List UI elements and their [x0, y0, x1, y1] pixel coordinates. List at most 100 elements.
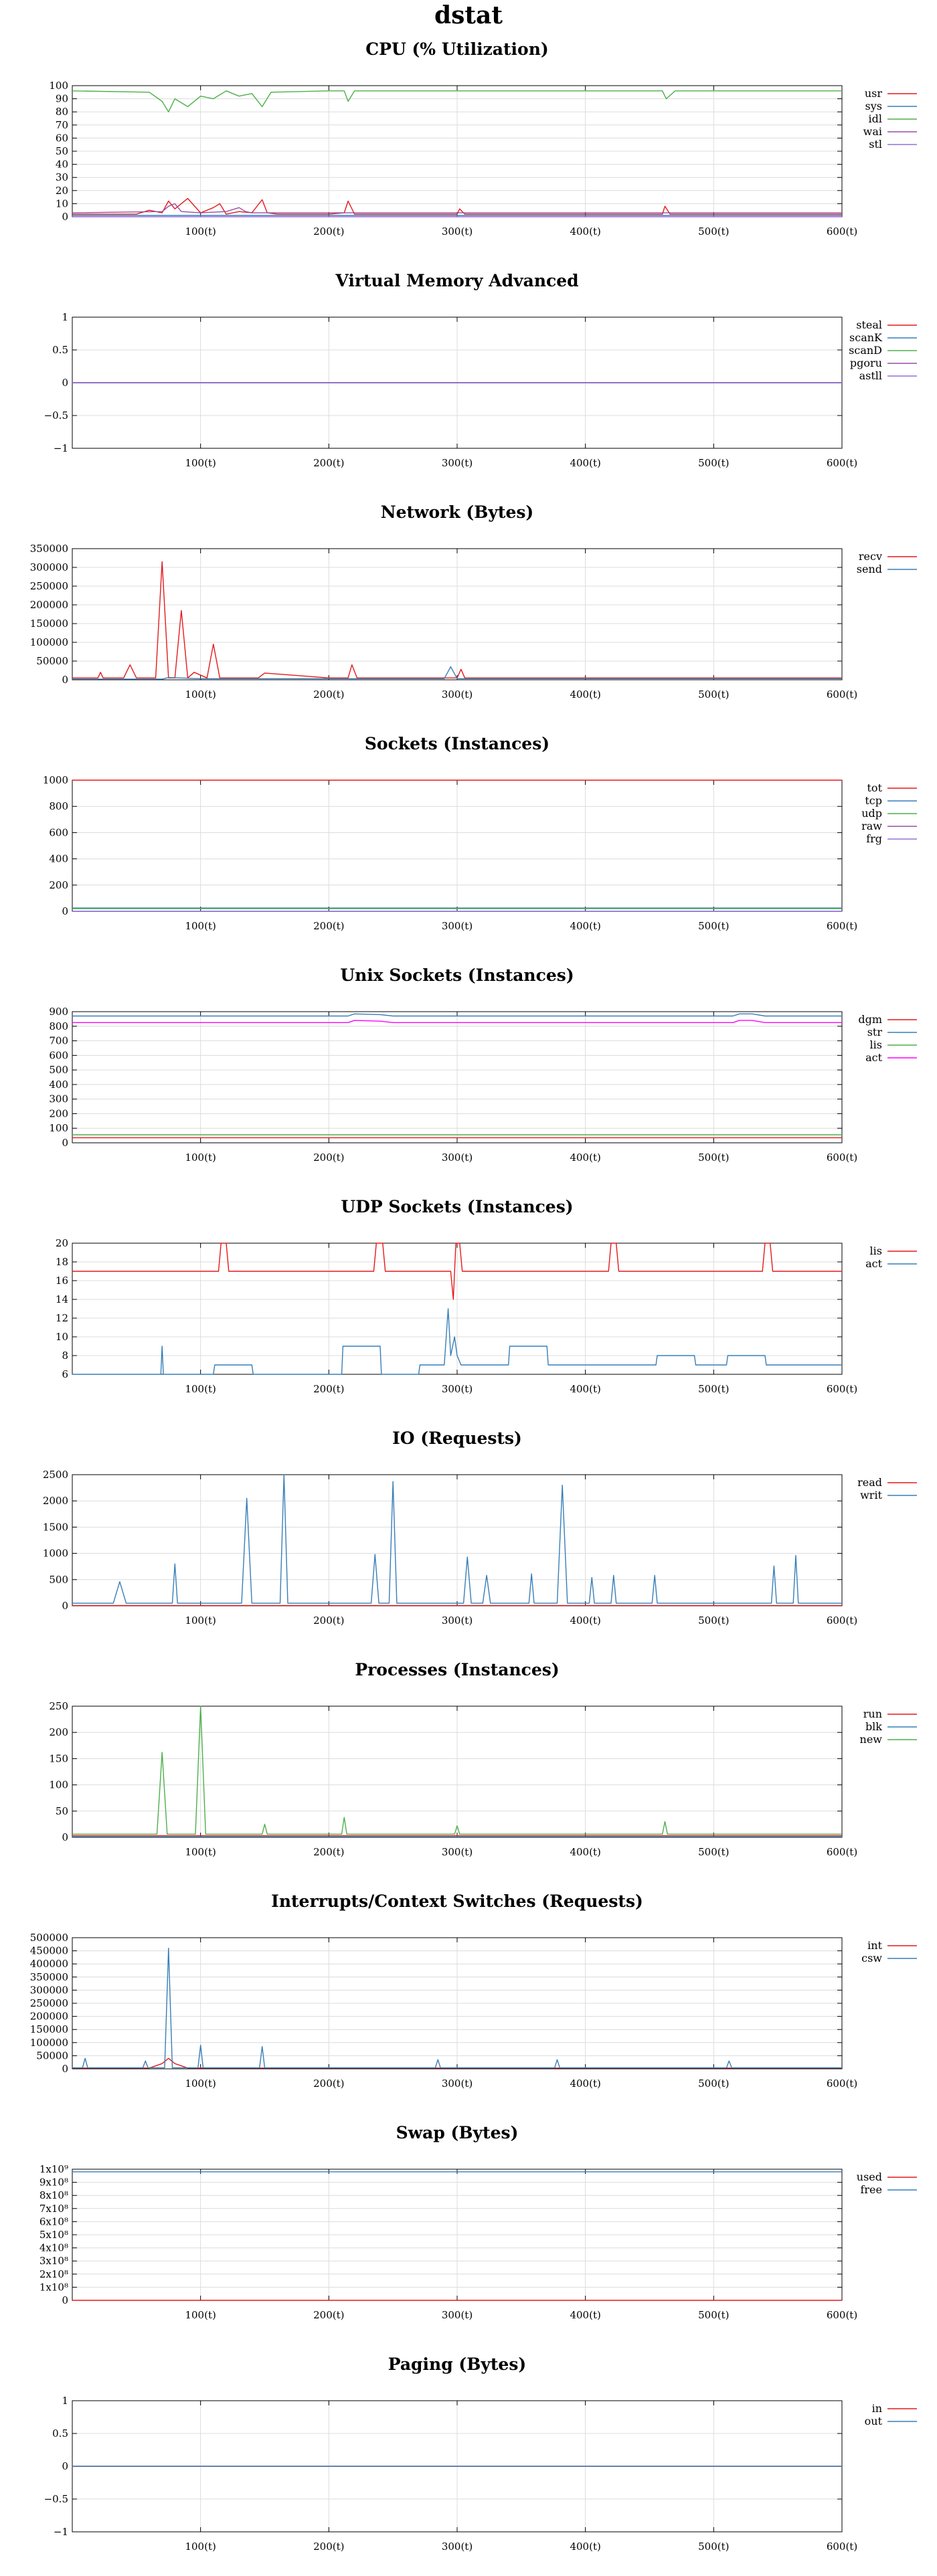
- series-line-act: [72, 1308, 842, 1375]
- legend-label-act: act: [865, 1257, 883, 1270]
- y-tick-label: −1: [54, 2526, 68, 2538]
- x-tick-label: 300(t): [442, 225, 473, 238]
- y-tick-label: 12: [56, 1312, 68, 1324]
- x-tick-label: 300(t): [442, 2078, 473, 2090]
- x-tick-label: 500(t): [698, 2309, 729, 2321]
- x-tick-label: 200(t): [313, 2078, 344, 2090]
- legend-label-run: run: [863, 1708, 882, 1720]
- y-tick-label: 600: [49, 826, 68, 838]
- y-tick-label: 70: [56, 119, 68, 131]
- legend-label-blk: blk: [865, 1720, 882, 1733]
- x-tick-label: 600(t): [827, 457, 857, 469]
- y-tick-label: 1000: [43, 774, 68, 786]
- y-tick-label: 5x10⁸: [39, 2229, 68, 2241]
- x-tick-label: 500(t): [698, 920, 729, 932]
- chart-1: CPU (% Utilization)010203040506070809010…: [49, 39, 917, 238]
- x-tick-label: 600(t): [827, 225, 857, 238]
- x-tick-label: 400(t): [570, 2309, 600, 2321]
- x-tick-label: 100(t): [185, 2309, 216, 2321]
- y-tick-label: 30: [56, 171, 68, 183]
- legend-label-csw: csw: [861, 1952, 882, 1964]
- x-tick-label: 200(t): [313, 225, 344, 238]
- y-tick-label: 50000: [36, 2049, 68, 2061]
- x-tick-label: 100(t): [185, 1383, 216, 1395]
- chart-title: Unix Sockets (Instances): [340, 965, 574, 985]
- y-tick-label: 50000: [36, 655, 68, 667]
- y-tick-label: 1000: [43, 1548, 68, 1560]
- y-tick-label: 500: [49, 1064, 68, 1076]
- x-tick-label: 300(t): [442, 688, 473, 701]
- series-line-idl: [72, 90, 842, 112]
- y-tick-label: 6: [62, 1368, 68, 1380]
- y-tick-label: 100000: [30, 2037, 68, 2049]
- series-line-recv: [72, 561, 842, 678]
- legend-label-usr: usr: [865, 87, 883, 100]
- y-tick-label: 0: [62, 211, 68, 223]
- y-tick-label: 4x10⁸: [39, 2242, 68, 2254]
- x-tick-label: 500(t): [698, 2541, 729, 2553]
- chart-9: Interrupts/Context Switches (Requests) 0 5…: [30, 1892, 917, 2090]
- y-tick-label: 40: [56, 159, 68, 171]
- y-tick-label: 300000: [30, 561, 68, 573]
- y-tick-label: 0: [62, 1600, 68, 1612]
- y-tick-label: 200000: [30, 2011, 68, 2023]
- y-tick-label: 18: [56, 1256, 68, 1268]
- y-tick-label: 6x10⁸: [39, 2215, 68, 2227]
- x-tick-label: 100(t): [185, 2078, 216, 2090]
- legend-label-idl: idl: [869, 112, 882, 125]
- x-tick-label: 400(t): [570, 457, 600, 469]
- legend-label-sys: sys: [865, 100, 882, 112]
- x-tick-label: 300(t): [442, 920, 473, 932]
- x-tick-label: 600(t): [827, 2541, 857, 2553]
- y-tick-label: 1x10⁹: [39, 2163, 68, 2175]
- y-tick-label: 100: [49, 1779, 68, 1791]
- y-tick-label: 400: [49, 1079, 68, 1091]
- x-tick-label: 400(t): [570, 2078, 600, 2090]
- legend-label-astll: astll: [859, 369, 882, 382]
- legend-label-tot: tot: [867, 781, 883, 794]
- legend-label-dgm: dgm: [858, 1013, 882, 1026]
- y-tick-label: 2500: [43, 1469, 68, 1481]
- x-tick-label: 400(t): [570, 1152, 600, 1164]
- chart-7: IO (Requests) 0 500 1000 1500 2000 2500 100(t) 2…: [43, 1429, 917, 1627]
- x-tick-label: 600(t): [827, 2078, 857, 2090]
- y-tick-label: 0: [62, 2460, 68, 2472]
- series-line-new: [72, 1706, 842, 1835]
- y-tick-label: 10: [56, 197, 68, 209]
- legend-label-out: out: [865, 2415, 883, 2427]
- y-tick-label: 8x10⁸: [39, 2189, 68, 2201]
- chart-4: Sockets (Instances) 0 200 400 600 800 1000 100(…: [43, 734, 917, 932]
- legend-label-read: read: [857, 1476, 882, 1489]
- y-tick-label: 300: [49, 1093, 68, 1105]
- y-tick-label: 100: [49, 1122, 68, 1134]
- x-tick-label: 200(t): [313, 920, 344, 932]
- y-tick-label: 900: [49, 1006, 68, 1018]
- legend-label-new: new: [860, 1733, 883, 1746]
- x-tick-label: 600(t): [827, 920, 857, 932]
- y-tick-label: 800: [49, 800, 68, 812]
- y-tick-label: 1500: [43, 1521, 68, 1533]
- y-tick-label: 50: [56, 145, 68, 157]
- y-tick-label: −0.5: [44, 409, 68, 422]
- chart-title: UDP Sockets (Instances): [341, 1197, 573, 1216]
- y-tick-label: 150000: [30, 618, 68, 630]
- y-tick-label: 0: [62, 2063, 68, 2075]
- x-tick-label: 100(t): [185, 1152, 216, 1164]
- x-tick-label: 500(t): [698, 1152, 729, 1164]
- y-tick-label: −1: [54, 442, 68, 454]
- legend-label-in: in: [872, 2402, 882, 2415]
- legend-label-lis: lis: [870, 1245, 882, 1257]
- y-tick-label: 100: [49, 80, 68, 92]
- series-line-act: [72, 1020, 842, 1024]
- page-title: dstat: [434, 1, 503, 29]
- y-tick-label: 16: [56, 1275, 68, 1287]
- y-tick-label: 700: [49, 1035, 68, 1047]
- series-line-wai: [72, 203, 842, 213]
- x-tick-label: 200(t): [313, 1383, 344, 1395]
- x-tick-label: 300(t): [442, 1383, 473, 1395]
- y-tick-label: 0: [62, 1831, 68, 1843]
- y-tick-label: 1: [62, 311, 68, 323]
- y-tick-label: 400: [49, 853, 68, 865]
- legend-label-free: free: [860, 2183, 882, 2196]
- y-tick-label: 350000: [30, 1971, 68, 1983]
